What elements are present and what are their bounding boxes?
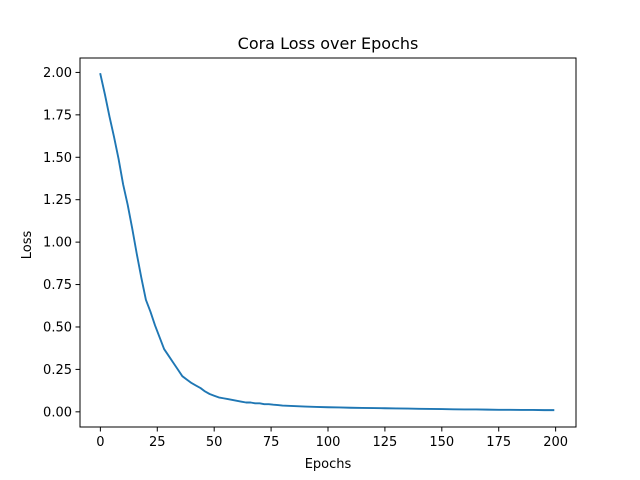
y-tick-label: 1.25 (43, 193, 72, 208)
y-axis-label: Loss (20, 231, 35, 260)
x-tick-label: 25 (149, 435, 166, 450)
x-tick-label: 50 (206, 435, 223, 450)
x-tick-label: 0 (96, 435, 104, 450)
axes: 0 25 50 75 100 125 150 175 200 0.00 0.25 0.50 0.75 1.… (43, 57, 577, 450)
loss-series-line (99, 72, 555, 412)
y-tick-label: 0.25 (43, 363, 72, 378)
x-axis-label: Epochs (305, 457, 352, 472)
x-tick-label: 125 (372, 435, 397, 450)
x-tick-label: 75 (263, 435, 280, 450)
x-tick-label: 200 (543, 435, 568, 450)
y-tick-label: 0.00 (43, 405, 72, 420)
x-tick-label: 175 (486, 435, 511, 450)
y-tick-label: 2.00 (43, 66, 72, 81)
x-tick-label: 150 (429, 435, 454, 450)
y-tick-label: 1.75 (43, 108, 72, 123)
y-tick-label: 0.50 (43, 320, 72, 335)
x-tick-label: 100 (316, 435, 341, 450)
y-tick-label: 1.50 (43, 151, 72, 166)
chart-title: Cora Loss over Epochs (238, 34, 419, 53)
y-tick-label: 1.00 (43, 236, 72, 251)
y-tick-label: 0.75 (43, 278, 72, 293)
plot-area (99, 72, 555, 412)
